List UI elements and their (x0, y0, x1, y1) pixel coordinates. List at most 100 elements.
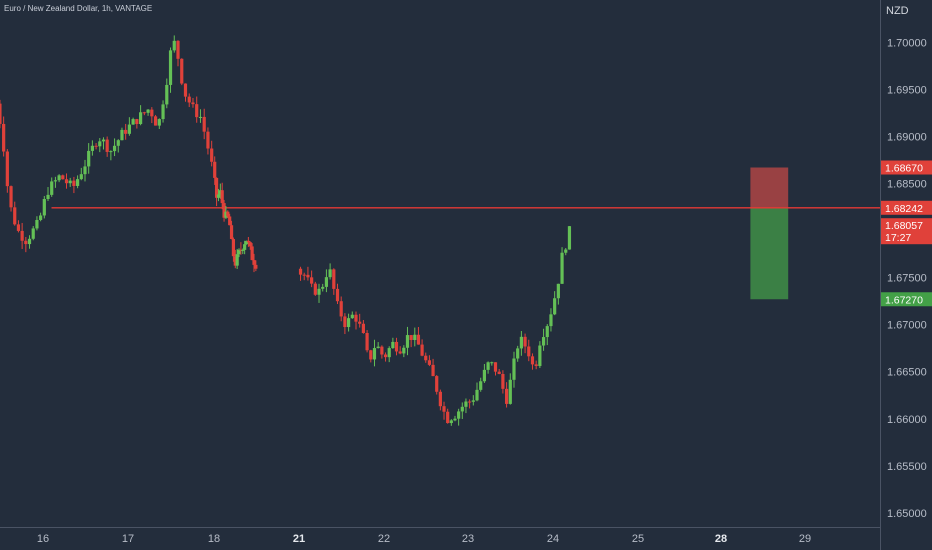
candle-body (27, 238, 32, 245)
candle-body (402, 347, 406, 354)
candle-body (538, 345, 542, 366)
candle-body (176, 40, 180, 59)
x-tick-label: 17 (122, 533, 134, 545)
candle-body (105, 139, 109, 152)
price-badge (881, 200, 932, 215)
y-tick-label: 1.69500 (887, 84, 927, 96)
price-badge-label: 1.68057 (885, 220, 923, 232)
candle-body (13, 207, 17, 225)
y-tick-label: 1.66000 (887, 414, 927, 426)
candle-body (165, 84, 169, 105)
candle-body (116, 140, 120, 146)
candle-body (508, 379, 512, 404)
candle-body (127, 124, 131, 134)
candle-body (87, 150, 91, 167)
candle-body (42, 198, 46, 216)
candle-body (243, 244, 247, 250)
candle-body (241, 249, 245, 251)
x-tick-label: 29 (799, 533, 811, 545)
candle-body (449, 420, 453, 424)
candle-body (431, 364, 435, 377)
x-tick-label: 22 (378, 533, 390, 545)
candle-body (321, 286, 325, 289)
stop-loss-zone[interactable] (750, 167, 789, 208)
candle-body (120, 129, 124, 141)
candle-body (464, 401, 468, 407)
candle-body (68, 180, 72, 184)
price-badge (881, 218, 932, 245)
candle-body (376, 346, 380, 349)
candle-body (387, 348, 391, 358)
y-tick-label: 1.70000 (887, 37, 927, 49)
candle-body (16, 224, 21, 231)
candle-body (250, 246, 254, 261)
candle-body (460, 406, 464, 412)
candle-body (198, 116, 203, 118)
candle-body (101, 139, 106, 142)
price-badge-label: 1.67270 (885, 294, 923, 306)
candle-body (5, 151, 9, 187)
candle-body (541, 337, 546, 346)
candle-body (567, 226, 572, 250)
candle-body (545, 326, 549, 338)
candle-body (549, 314, 553, 327)
candle-body (438, 391, 442, 407)
candle-body (61, 175, 65, 180)
candle-body (83, 166, 87, 175)
y-tick-label: 1.66500 (887, 367, 927, 379)
candle-body (369, 350, 373, 360)
candle-body (161, 104, 165, 120)
candle-body (191, 102, 195, 105)
candle-body (435, 376, 439, 392)
candle-body (380, 346, 384, 355)
candle-body (233, 256, 237, 266)
candle-body (229, 225, 234, 240)
candle-body (310, 277, 314, 284)
y-tick-label: 1.67000 (887, 320, 927, 332)
candle-body (72, 180, 76, 186)
candle-body (350, 314, 354, 319)
candle-body (53, 180, 58, 182)
candle-body (560, 252, 564, 284)
candle-body (231, 239, 236, 257)
x-tick-label: 25 (632, 533, 644, 545)
candle-body (328, 269, 332, 278)
candle-body (335, 288, 340, 302)
candle-body (98, 141, 102, 147)
candle-body (224, 211, 228, 218)
candle-body (519, 336, 523, 349)
candle-body (413, 334, 417, 341)
candle-body (206, 131, 210, 149)
candle-body (90, 145, 94, 151)
candle-body (226, 211, 230, 217)
candle-body (365, 332, 369, 351)
candle-body (150, 109, 154, 117)
candle-body (214, 177, 219, 198)
candle-body (138, 112, 143, 125)
x-tick-label: 23 (462, 533, 474, 545)
candle-body (75, 179, 80, 186)
candle-body (306, 274, 310, 278)
candle-body (405, 335, 410, 348)
candle-body (564, 249, 568, 253)
candle-body (343, 316, 347, 328)
price-badge-countdown: 17:27 (885, 232, 911, 244)
candle-body (248, 242, 252, 247)
candle-body (553, 298, 557, 315)
take-profit-zone[interactable] (750, 207, 789, 300)
candle-body (490, 362, 494, 364)
candle-body (313, 283, 317, 295)
candle-body (157, 119, 161, 126)
candle-body (57, 175, 61, 181)
candle-body (354, 314, 358, 322)
y-tick-label: 1.67500 (887, 273, 927, 285)
candle-body (302, 274, 306, 276)
candle-body (446, 411, 450, 424)
candle-body (220, 190, 224, 204)
candle-body (146, 109, 150, 113)
candle-body (486, 362, 490, 370)
candle-body (471, 400, 475, 402)
candle-body (24, 240, 28, 245)
